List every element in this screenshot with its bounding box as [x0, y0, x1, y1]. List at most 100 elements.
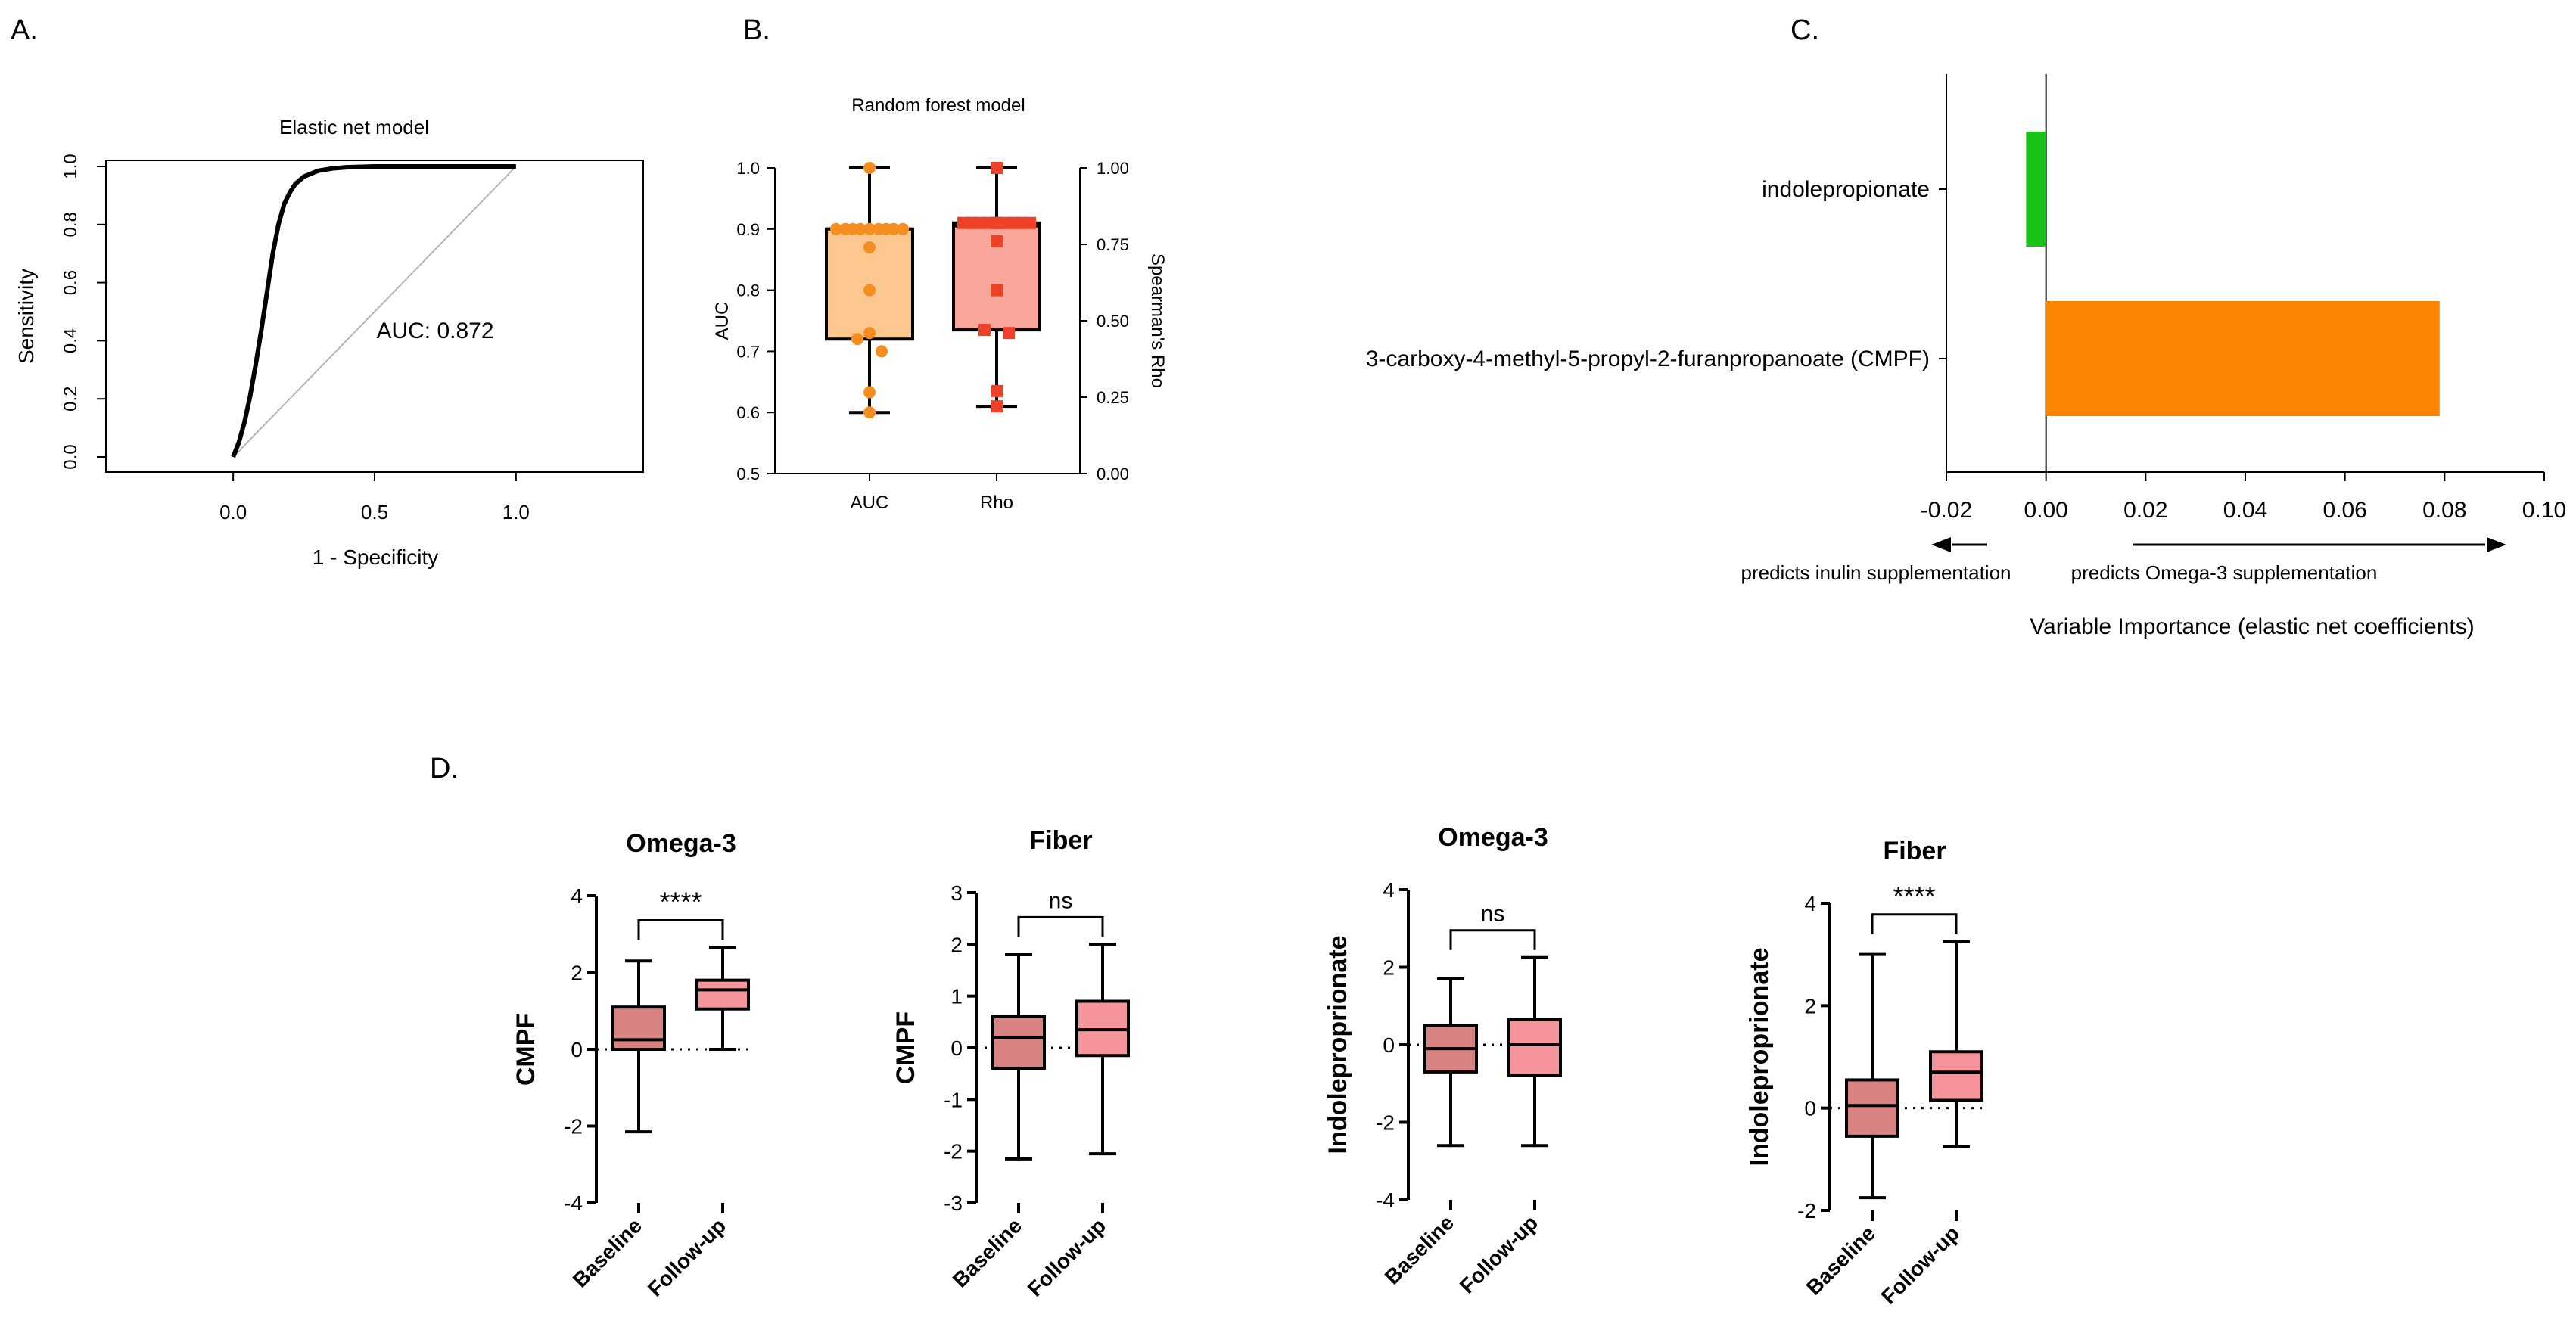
rf-rho-point	[991, 235, 1003, 247]
importance-x-tick-label: 0.10	[2522, 498, 2566, 523]
importance-bar	[2046, 301, 2440, 416]
box-plot-y-tick-label: 0	[571, 1038, 583, 1061]
box-plot-y-tick-label: -4	[564, 1192, 583, 1215]
rf-auc-point	[863, 327, 876, 340]
roc-y-tick-label: 0.2	[61, 387, 81, 412]
rf-right-tick-label: 0.50	[1097, 312, 1129, 331]
arrow-right-head	[2487, 537, 2506, 552]
roc-curve	[231, 164, 516, 458]
supplementation-box-plots: Omega-3-4-2024CMPFBaselineFollow-up****F…	[512, 823, 1984, 1309]
box-plot-d4: Fiber -2 0 2 4 Indoleproprionate BaselineFollo…	[1745, 837, 1984, 1309]
importance-category-label: 3-carboxy-4-methyl-5-propyl-2-furanpropa…	[1366, 346, 1930, 371]
importance-x-tick-label: 0.04	[2223, 498, 2267, 523]
importance-x-tick-label: 0.06	[2322, 498, 2366, 523]
rf-y-label-right: Spearman's Rho	[1147, 253, 1168, 388]
roc-y-tick-label: 0.8	[61, 212, 81, 237]
box-plot-title: Omega-3	[1438, 823, 1548, 852]
box-plot-y-tick-label: 2	[1804, 994, 1816, 1018]
box-follow-up	[1929, 1050, 1983, 1102]
box-plot-y-tick-label: 3	[950, 881, 963, 905]
rf-right-tick-label: 0.25	[1097, 388, 1129, 407]
roc-x-tick-label: 0.0	[219, 501, 247, 524]
roc-y-tick-label: 1.0	[61, 154, 81, 179]
box-plot-y-label: CMPF	[891, 1011, 920, 1084]
rf-left-tick-label: 0.5	[736, 465, 760, 483]
box-plot-y-tick-label: 4	[571, 884, 583, 908]
rf-auc-point	[863, 406, 876, 419]
rf-auc-point	[830, 222, 842, 235]
rf-auc-point	[863, 222, 876, 235]
box-plot-y-tick-label: 0	[1804, 1097, 1816, 1120]
box-plot-x-tick-label: Baseline	[1380, 1210, 1458, 1288]
box-plot-x-tick-label: Baseline	[568, 1213, 646, 1291]
rf-right-tick-label: 0.00	[1097, 465, 1129, 483]
significance-bracket	[637, 919, 724, 940]
roc-y-tick-label: 0.4	[61, 328, 81, 353]
significance-bracket	[1871, 913, 1958, 934]
rf-rho-point	[991, 384, 1003, 397]
roc-x-tick-label: 1.0	[502, 501, 530, 524]
box-plot-y-tick-label: 0	[950, 1036, 963, 1060]
arrow-right	[2133, 537, 2506, 552]
rf-rho-point	[991, 284, 1003, 297]
rf-rho-point	[991, 162, 1003, 174]
significance-label: ns	[1481, 902, 1505, 927]
rf-auc-point	[876, 345, 888, 358]
box-plot-y-tick-label: 1	[950, 985, 963, 1008]
box-plot-x-tick-label: Follow-up	[1877, 1221, 1964, 1308]
box-plot-y-tick-label: -2	[1376, 1111, 1395, 1135]
rf-rho-point	[1003, 327, 1015, 340]
significance-label: ****	[659, 887, 702, 918]
roc-plot-frame	[105, 160, 644, 473]
rf-y-label-left: AUC	[712, 302, 733, 340]
rf-rho-point	[991, 400, 1003, 413]
box-plot-x-tick-label: Baseline	[1802, 1221, 1880, 1299]
box-plot-y-tick-label: -4	[1376, 1189, 1395, 1212]
box-plot-y-tick-label: -3	[944, 1192, 963, 1215]
box-plot-title: Fiber	[1883, 837, 1946, 865]
box-plot-y-label: Indoleproprionate	[1324, 936, 1352, 1154]
arrow-left-head	[1931, 537, 1951, 552]
arrow-left-label: predicts inulin supplementation	[1741, 561, 2011, 584]
panel-label-b: B.	[743, 14, 770, 46]
importance-x-tick-label: -0.02	[1921, 498, 1972, 523]
roc-chance-line	[232, 166, 517, 458]
rf-auc-point	[863, 162, 876, 174]
rf-auc-point	[873, 222, 885, 235]
box-baseline	[991, 1015, 1046, 1070]
rf-rho-point	[1024, 216, 1036, 229]
box-plot-y-tick-label: -2	[564, 1115, 583, 1139]
importance-x-tick-label: 0.02	[2123, 498, 2167, 523]
rf-rho-point	[978, 324, 991, 337]
rf-left-tick-label: 0.6	[736, 403, 760, 422]
box-plot-x-tick-label: Follow-up	[1023, 1213, 1110, 1300]
rf-x-tick-label: Rho	[980, 492, 1013, 513]
box-follow-up	[695, 978, 750, 1011]
importance-bar	[2026, 132, 2046, 247]
rf-auc-point	[897, 222, 909, 235]
rf-left-tick-label: 0.7	[736, 342, 760, 361]
rf-box-chart: Random forest model 0.5 0.6 0.7 0.8 0.9 1.0 0.…	[712, 95, 1168, 513]
box-plot-y-tick-label: 2	[950, 933, 963, 956]
roc-x-tick-label: 0.5	[361, 501, 388, 524]
significance-label: ****	[1893, 881, 1935, 912]
box-plot-x-tick-label: Follow-up	[643, 1213, 730, 1300]
box-plot-y-tick-label: 0	[1383, 1033, 1395, 1057]
rf-left-tick-label: 0.9	[736, 220, 760, 239]
box-plot-d3: Omega-3 -4 -2 0 2 4 Indoleproprionate BaselineF…	[1324, 823, 1563, 1298]
roc-chart: Elastic net model 0.0 0.5 1.0 0.0 0.2 0.4 0.6…	[14, 116, 644, 569]
significance-bracket	[1017, 915, 1104, 937]
rf-rho-point	[957, 216, 969, 229]
panel-label-a: A.	[11, 14, 38, 46]
box-plot-title: Omega-3	[626, 829, 736, 858]
rf-auc-point	[863, 284, 876, 297]
box-plot-y-tick-label: 2	[571, 962, 583, 985]
rf-title: Random forest model	[851, 95, 1025, 116]
rf-rho-point	[991, 216, 1003, 229]
rf-right-tick-label: 0.75	[1097, 235, 1129, 254]
box-plot-y-tick-label: -2	[1797, 1199, 1816, 1223]
roc-auc-annotation: AUC: 0.872	[376, 318, 493, 343]
box-plot-y-tick-label: 4	[1383, 878, 1395, 902]
